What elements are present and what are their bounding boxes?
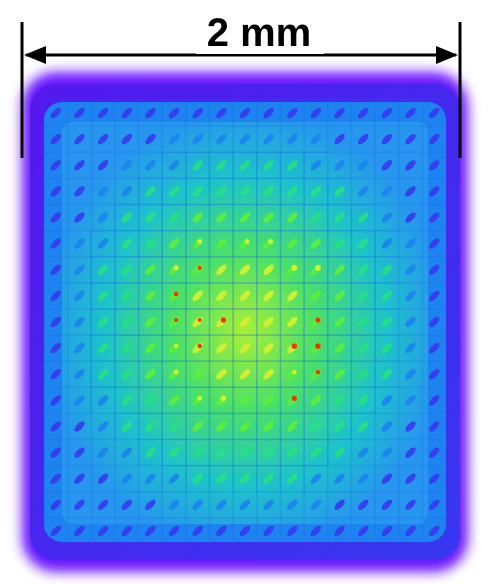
scale-bar-left-arrowhead bbox=[24, 46, 46, 64]
heatmap-image bbox=[22, 72, 468, 572]
scale-bar-right-arrowhead bbox=[436, 46, 458, 64]
scale-bar: 2 mm bbox=[20, 8, 462, 158]
scale-bar-label: 2 mm bbox=[207, 11, 312, 55]
scale-label-bg bbox=[196, 8, 324, 54]
noise-overlay bbox=[30, 84, 460, 560]
